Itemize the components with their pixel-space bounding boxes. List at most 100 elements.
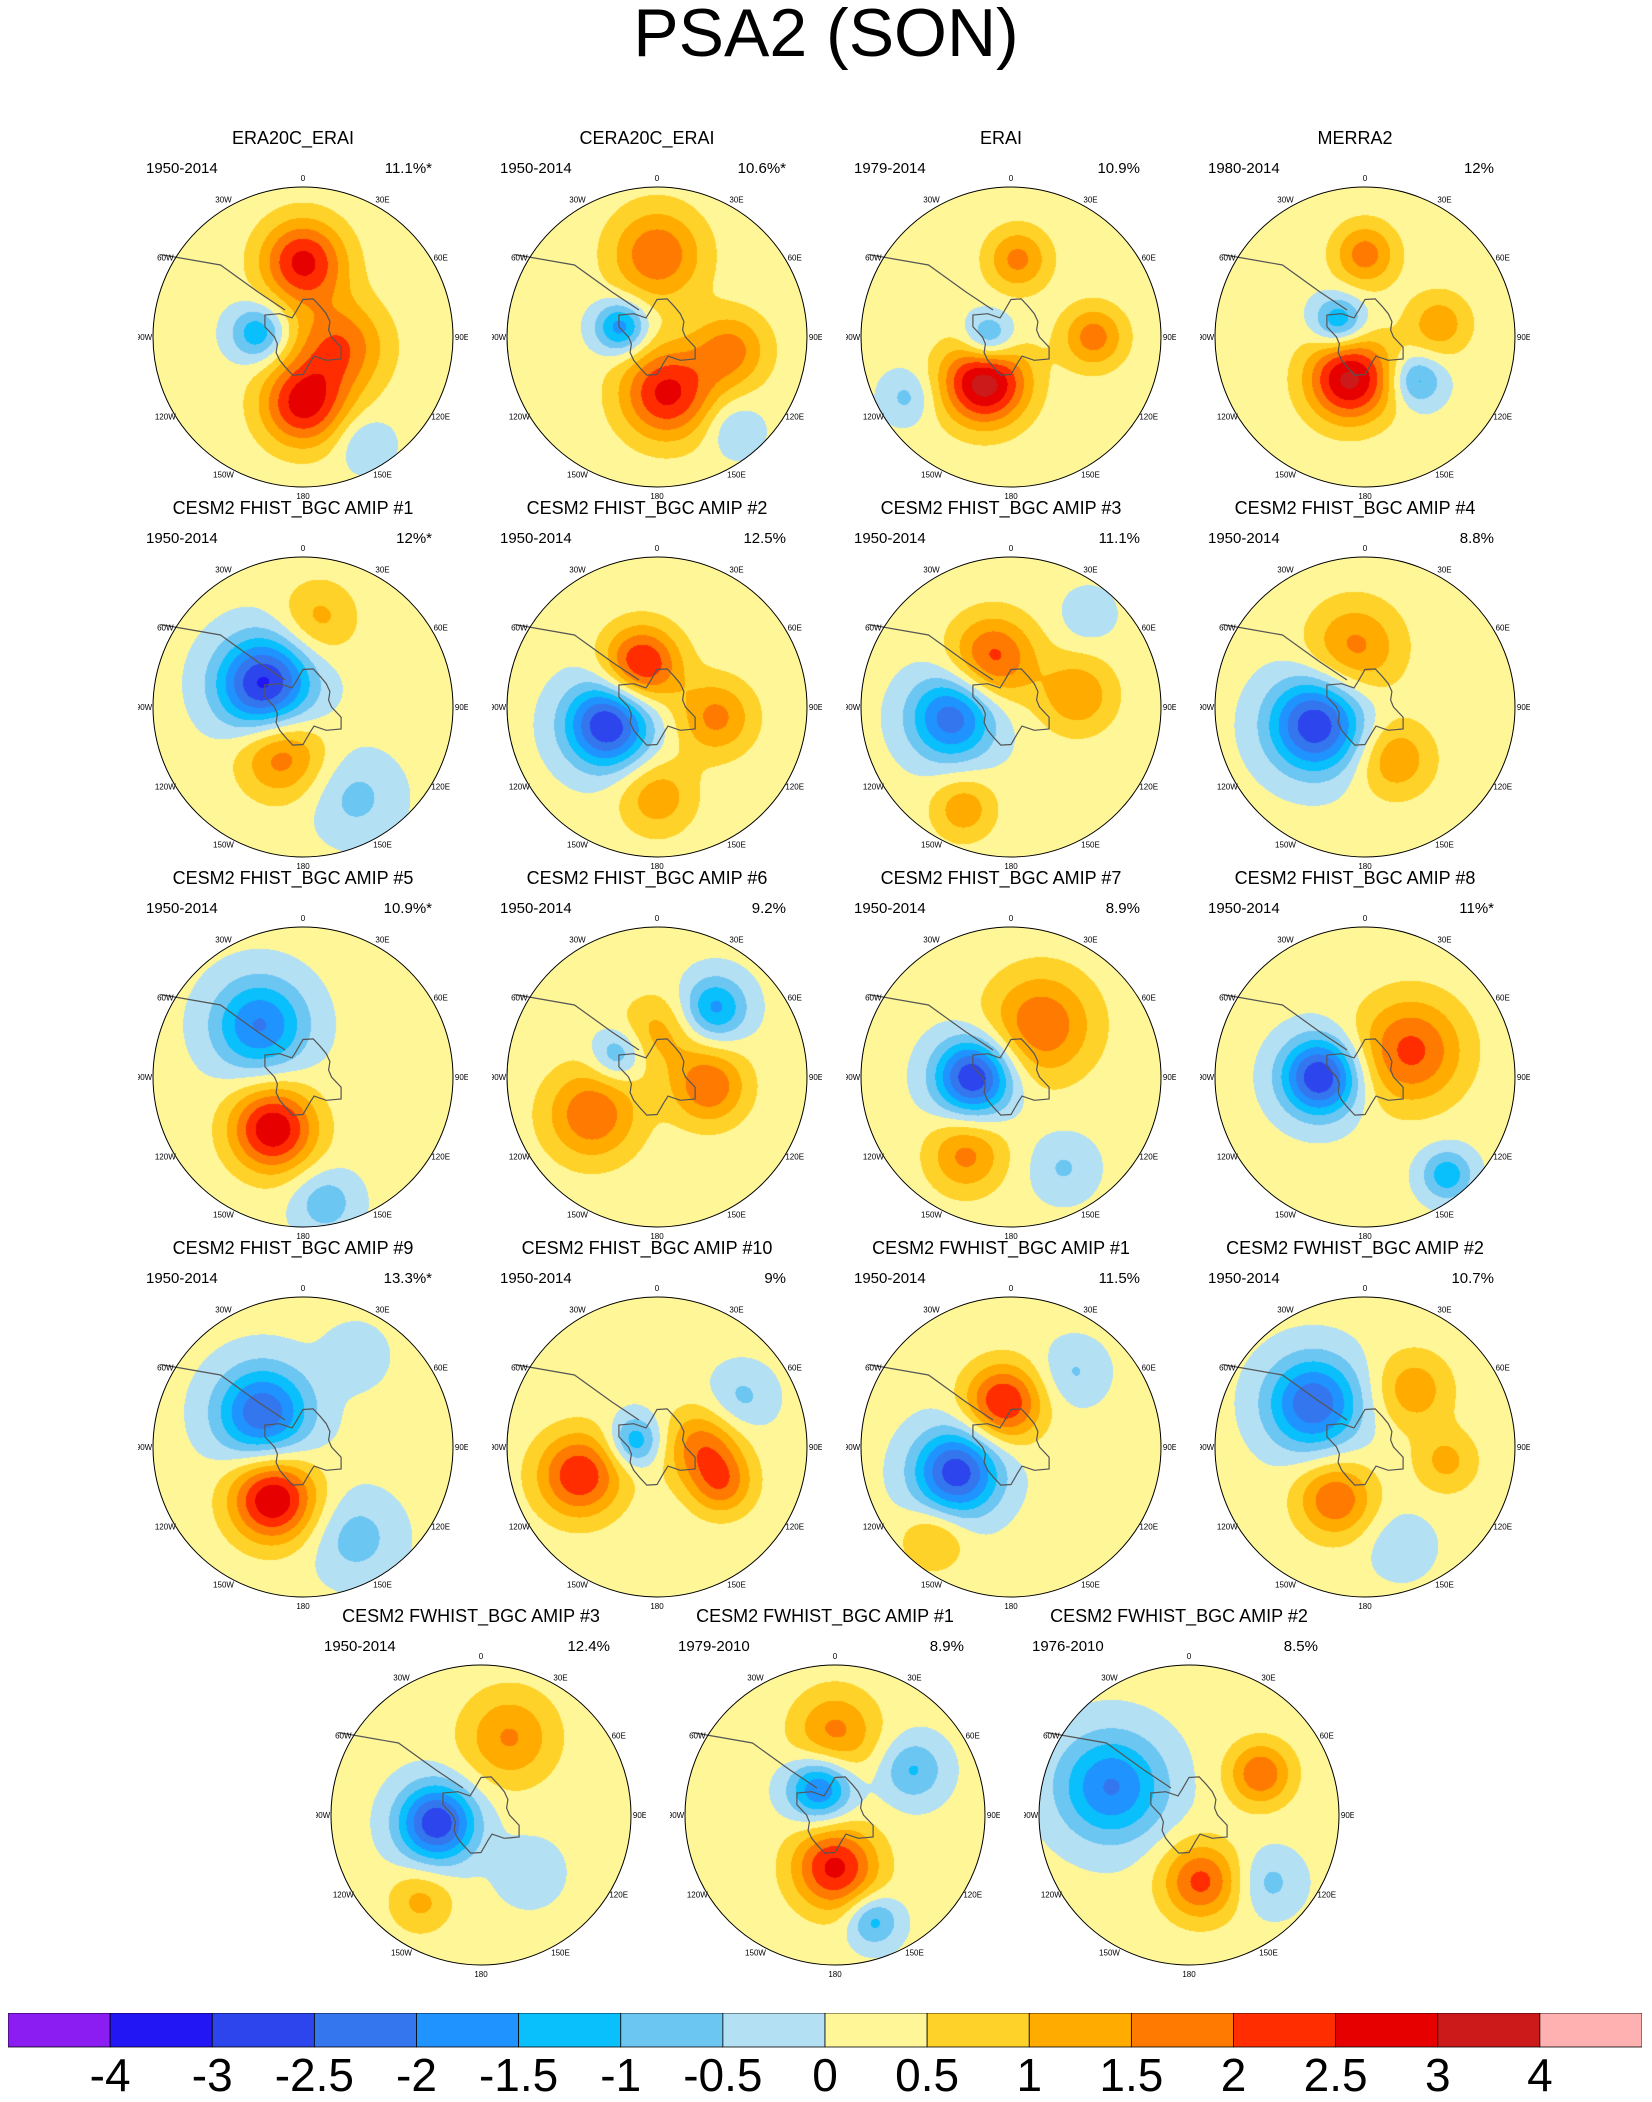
- map-panel: CESM2 FWHIST_BGC AMIP #3 1950-2014 12.4% 0 3…: [306, 1606, 646, 1979]
- longitude-label: 150W: [213, 471, 234, 480]
- longitude-label: 0: [655, 914, 660, 923]
- south-america-coastline: [1222, 623, 1348, 681]
- longitude-label: 120E: [431, 1153, 450, 1162]
- longitude-label: 150W: [921, 1211, 942, 1220]
- longitude-label: 150E: [373, 1581, 392, 1590]
- longitude-label: 60E: [1142, 994, 1156, 1003]
- longitude-label: 90E: [809, 703, 822, 712]
- panel-explained-variance: 10.6%*: [737, 160, 786, 177]
- panel-title: CESM2 FHIST_BGC AMIP #4: [1234, 498, 1476, 518]
- longitude-label: 150E: [1259, 1949, 1278, 1958]
- south-america-coastline: [338, 1731, 464, 1789]
- antarctica-coastline: [618, 298, 696, 376]
- longitude-label: 30W: [215, 195, 232, 204]
- longitude-label: 120W: [155, 1523, 176, 1532]
- map-boundary: [860, 556, 1162, 858]
- longitude-label: 0: [655, 1284, 660, 1293]
- polar-map: 0 30E 60E 90E 120E 150E 180 150W 120W 90W 60W 30W: [138, 174, 468, 501]
- colorbar-tick-label: 4: [1527, 2049, 1553, 2101]
- polar-map: 0 30E 60E 90E 120E 150E 180 150W 120W 90W 60W 30W: [1200, 914, 1530, 1241]
- field-contours: [153, 1297, 453, 1597]
- panel-explained-variance: 10.9%*: [383, 900, 432, 917]
- longitude-label: 180: [296, 492, 310, 501]
- panel-title: CESM2 FWHIST_BGC AMIP #3: [342, 1606, 600, 1626]
- longitude-label: 150W: [567, 841, 588, 850]
- longitude-label: 30W: [1101, 1673, 1118, 1682]
- map-panel: CESM2 FHIST_BGC AMIP #9 1950-2014 13.3%* 0 3…: [128, 1238, 468, 1611]
- field-contours: [331, 1665, 631, 1965]
- map-boundary: [506, 556, 808, 858]
- longitude-label: 0: [1363, 174, 1368, 183]
- longitude-label: 30W: [215, 935, 232, 944]
- map-panel: CESM2 FHIST_BGC AMIP #2 1950-2014 12.5% 0 30…: [482, 498, 822, 871]
- panel-title: CESM2 FHIST_BGC AMIP #5: [172, 868, 414, 888]
- longitude-label: 150E: [1435, 471, 1454, 480]
- longitude-label: 120E: [431, 1523, 450, 1532]
- map-panel: CESM2 FWHIST_BGC AMIP #2 1950-2014 10.7% 0 3…: [1190, 1238, 1530, 1611]
- longitude-label: 90W: [1024, 1811, 1039, 1820]
- longitude-label: 60E: [966, 1732, 980, 1741]
- panel-explained-variance: 8.9%: [1105, 900, 1140, 917]
- panel-explained-variance: 8.5%: [1283, 1638, 1318, 1655]
- map-panel: MERRA2 1980-2014 12% 0 30E 60E 90E 120E 150E 180 1…: [1190, 128, 1530, 501]
- south-america-coastline: [160, 253, 286, 311]
- longitude-label: 150E: [905, 1949, 924, 1958]
- panel-years: 1950-2014: [1208, 530, 1280, 547]
- longitude-label: 0: [655, 174, 660, 183]
- longitude-label: 30E: [1083, 195, 1097, 204]
- field-contours: [685, 1665, 985, 1965]
- longitude-label: 120E: [785, 1523, 804, 1532]
- longitude-label: 60W: [689, 1732, 706, 1741]
- panel-explained-variance: 11.5%: [1098, 1270, 1140, 1287]
- longitude-label: 60E: [788, 254, 802, 263]
- panel-explained-variance: 12%: [1463, 160, 1494, 177]
- polar-map: 0 30E 60E 90E 120E 150E 180 150W 120W 90W 60W 30W: [846, 174, 1176, 501]
- longitude-label: 90E: [1163, 1443, 1176, 1452]
- longitude-label: 60W: [511, 254, 528, 263]
- longitude-label: 120W: [863, 783, 884, 792]
- longitude-label: 60E: [1496, 624, 1510, 633]
- longitude-label: 90W: [138, 333, 153, 342]
- field-contours: [861, 557, 1161, 857]
- longitude-label: 60W: [865, 254, 882, 263]
- polar-map: 0 30E 60E 90E 120E 150E 180 150W 120W 90W 60W 30W: [138, 544, 468, 871]
- field-contours: [507, 1297, 807, 1597]
- longitude-label: 30E: [375, 195, 389, 204]
- longitude-label: 60W: [865, 994, 882, 1003]
- longitude-label: 150E: [1435, 841, 1454, 850]
- field-contours: [861, 927, 1161, 1227]
- map-panel: CESM2 FHIST_BGC AMIP #3 1950-2014 11.1% 0 30…: [836, 498, 1176, 871]
- longitude-label: 30W: [923, 1305, 940, 1314]
- longitude-label: 180: [1182, 1970, 1196, 1979]
- longitude-label: 150E: [1081, 1581, 1100, 1590]
- antarctica-coastline: [972, 1408, 1050, 1486]
- longitude-label: 0: [301, 544, 306, 553]
- longitude-label: 120W: [509, 1523, 530, 1532]
- longitude-label: 180: [296, 1602, 310, 1611]
- map-panel: CESM2 FHIST_BGC AMIP #7 1950-2014 8.9% 0 30E…: [836, 868, 1176, 1241]
- longitude-label: 0: [1363, 544, 1368, 553]
- longitude-label: 180: [1358, 1232, 1372, 1241]
- south-america-coastline: [160, 1363, 286, 1421]
- panel-explained-variance: 12.4%: [567, 1638, 610, 1655]
- antarctica-coastline: [264, 1038, 342, 1116]
- longitude-label: 150W: [921, 841, 942, 850]
- longitude-label: 0: [301, 914, 306, 923]
- south-america-coastline: [160, 993, 286, 1051]
- longitude-label: 60E: [1142, 624, 1156, 633]
- colorbar-swatch: [1233, 2013, 1337, 2048]
- polar-map: 0 30E 60E 90E 120E 150E 180 150W 120W 90W 60W 30W: [492, 914, 822, 1241]
- longitude-label: 120W: [1217, 1523, 1238, 1532]
- panel-years: 1950-2014: [500, 160, 572, 177]
- panel-explained-variance: 12%*: [396, 530, 432, 547]
- colorbar-swatch: [109, 2013, 213, 2048]
- field-contours: [507, 557, 807, 857]
- panel-years: 1950-2014: [146, 160, 218, 177]
- field-contours: [153, 927, 453, 1227]
- longitude-label: 30W: [215, 565, 232, 574]
- longitude-label: 180: [1004, 862, 1018, 871]
- colorbar-swatch: [211, 2013, 315, 2048]
- longitude-label: 30E: [375, 1305, 389, 1314]
- polar-map: 0 30E 60E 90E 120E 150E 180 150W 120W 90W 60W 30W: [670, 1652, 1000, 1979]
- longitude-label: 90E: [455, 703, 468, 712]
